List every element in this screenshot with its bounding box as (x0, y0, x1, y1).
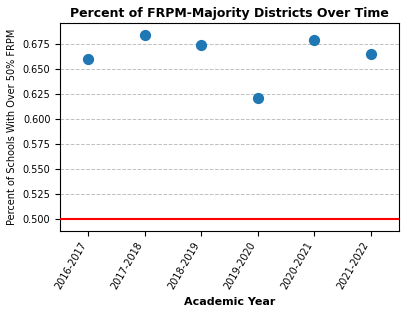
Point (367, 52, 373, 57)
Title: Percent of FRPM-Majority Districts Over Time: Percent of FRPM-Majority Districts Over … (70, 7, 388, 20)
X-axis label: Academic Year: Academic Year (183, 297, 275, 307)
Point (85, 57, 92, 62)
Point (141, 33, 148, 38)
Point (254, 96, 260, 101)
Point (198, 43, 204, 48)
Point (310, 38, 317, 43)
Y-axis label: Percent of Schools With Over 50% FRPM: Percent of Schools With Over 50% FRPM (7, 29, 17, 225)
